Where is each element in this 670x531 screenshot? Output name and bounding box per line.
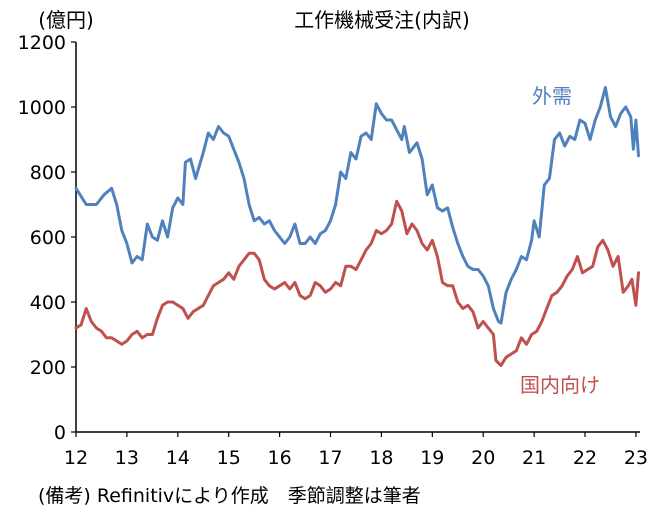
series-lines (74, 86, 640, 367)
series-label-overseas: 外需 (532, 84, 572, 108)
y-tick-label: 800 (30, 162, 66, 184)
x-tick-label: 12 (64, 447, 88, 469)
x-tick-label: 20 (471, 447, 495, 469)
x-tick-label: 17 (318, 447, 342, 469)
source-note: (備考) Refinitivにより作成 季節調整は筆者 (38, 485, 421, 507)
x-tick-label: 13 (115, 447, 139, 469)
x-tick-label: 19 (420, 447, 444, 469)
series-line-domestic (74, 199, 640, 367)
series-line-overseas (74, 86, 640, 325)
y-tick-label: 200 (30, 357, 66, 379)
chart-title: 工作機械受注(内訳) (294, 8, 470, 32)
x-tick-label: 22 (573, 447, 597, 469)
y-tick-label: 600 (30, 227, 66, 249)
x-tick-label: 23 (624, 447, 648, 469)
x-axis-ticks: 12 13 14 15 16 17 18 19 20 21 22 23 (64, 432, 648, 469)
y-tick-label: 400 (30, 292, 66, 314)
x-tick-label: 15 (217, 447, 241, 469)
y-tick-label: 1000 (18, 97, 66, 119)
y-tick-label: 0 (54, 422, 66, 444)
series-label-domestic: 国内向け (520, 373, 600, 397)
y-axis-unit-label: (億円) (38, 8, 94, 32)
x-tick-label: 16 (268, 447, 292, 469)
x-tick-label: 21 (522, 447, 546, 469)
y-tick-label: 1200 (18, 32, 66, 54)
x-tick-label: 18 (369, 447, 393, 469)
x-tick-label: 14 (166, 447, 190, 469)
y-axis-ticks: 0 200 400 600 800 1000 1200 (18, 32, 76, 444)
